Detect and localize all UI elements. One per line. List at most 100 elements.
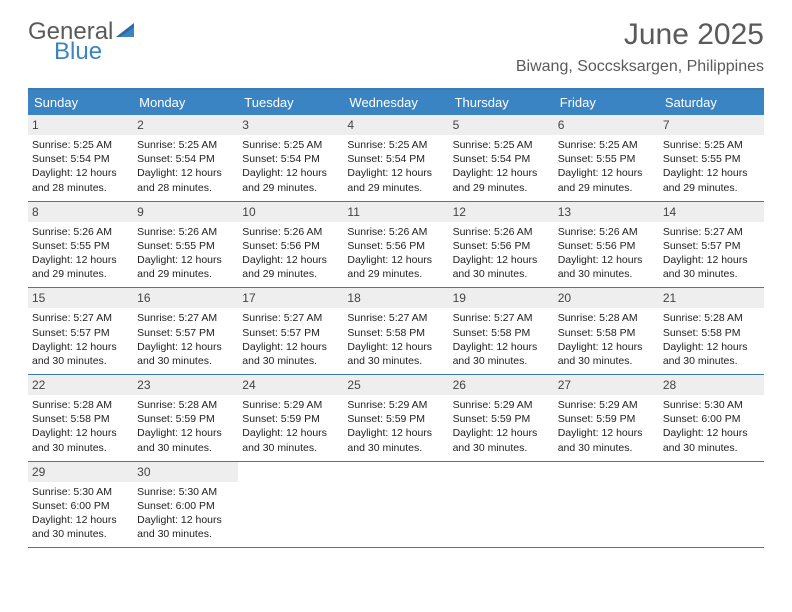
sunset-line: Sunset: 5:56 PM [558, 239, 655, 253]
week-row: 22Sunrise: 5:28 AMSunset: 5:58 PMDayligh… [28, 375, 764, 462]
day-header: Saturday [659, 90, 764, 115]
sunset-line: Sunset: 5:54 PM [137, 152, 234, 166]
day-header: Wednesday [343, 90, 448, 115]
day-number: 26 [449, 375, 554, 395]
day-number: 11 [343, 202, 448, 222]
sunrise-line: Sunrise: 5:28 AM [663, 311, 760, 325]
sunrise-line: Sunrise: 5:25 AM [453, 138, 550, 152]
sunset-line: Sunset: 5:58 PM [558, 326, 655, 340]
sunset-line: Sunset: 5:57 PM [32, 326, 129, 340]
sunrise-line: Sunrise: 5:26 AM [347, 225, 444, 239]
day-number: 27 [554, 375, 659, 395]
day-number: 15 [28, 288, 133, 308]
daylight-line: Daylight: 12 hours and 30 minutes. [558, 426, 655, 454]
daylight-line: Daylight: 12 hours and 29 minutes. [242, 166, 339, 194]
day-number: 19 [449, 288, 554, 308]
sunset-line: Sunset: 5:59 PM [453, 412, 550, 426]
daylight-line: Daylight: 12 hours and 30 minutes. [663, 426, 760, 454]
daylight-line: Daylight: 12 hours and 28 minutes. [137, 166, 234, 194]
day-cell: 14Sunrise: 5:27 AMSunset: 5:57 PMDayligh… [659, 202, 764, 288]
day-number: 4 [343, 115, 448, 135]
daylight-line: Daylight: 12 hours and 29 minutes. [32, 253, 129, 281]
day-cell: 12Sunrise: 5:26 AMSunset: 5:56 PMDayligh… [449, 202, 554, 288]
day-number: 8 [28, 202, 133, 222]
sunrise-line: Sunrise: 5:26 AM [558, 225, 655, 239]
day-number: 28 [659, 375, 764, 395]
sunset-line: Sunset: 5:59 PM [558, 412, 655, 426]
daylight-line: Daylight: 12 hours and 30 minutes. [242, 340, 339, 368]
day-cell: 6Sunrise: 5:25 AMSunset: 5:55 PMDaylight… [554, 115, 659, 201]
day-number: 21 [659, 288, 764, 308]
sunset-line: Sunset: 5:54 PM [453, 152, 550, 166]
daylight-line: Daylight: 12 hours and 30 minutes. [663, 253, 760, 281]
day-cell: 20 Sunrise: 5:28 AMSunset: 5:58 PMDayligh… [554, 288, 659, 374]
daylight-line: Daylight: 12 hours and 30 minutes. [347, 426, 444, 454]
daylight-line: Daylight: 12 hours and 30 minutes. [558, 340, 655, 368]
day-number: 2 [133, 115, 238, 135]
day-cell [659, 462, 764, 548]
day-number: 9 [133, 202, 238, 222]
daylight-line: Daylight: 12 hours and 28 minutes. [32, 166, 129, 194]
day-number: 29 [28, 462, 133, 482]
day-cell: 30Sunrise: 5:30 AMSunset: 6:00 PMDayligh… [133, 462, 238, 548]
sunrise-line: Sunrise: 5:26 AM [453, 225, 550, 239]
day-number: 14 [659, 202, 764, 222]
title-block: June 2025 Biwang, Soccsksargen, Philippi… [516, 18, 764, 76]
day-cell: 27Sunrise: 5:29 AMSunset: 5:59 PMDayligh… [554, 375, 659, 461]
daylight-line: Daylight: 12 hours and 30 minutes. [453, 426, 550, 454]
day-cell: 7Sunrise: 5:25 AMSunset: 5:55 PMDaylight… [659, 115, 764, 201]
day-number: 10 [238, 202, 343, 222]
day-number: 13 [554, 202, 659, 222]
day-cell [343, 462, 448, 548]
sunset-line: Sunset: 5:55 PM [32, 239, 129, 253]
daylight-line: Daylight: 12 hours and 30 minutes. [137, 513, 234, 541]
sunset-line: Sunset: 5:56 PM [453, 239, 550, 253]
sunrise-line: Sunrise: 5:28 AM [558, 311, 655, 325]
day-header: Thursday [449, 90, 554, 115]
sunset-line: Sunset: 5:58 PM [453, 326, 550, 340]
day-cell: 16Sunrise: 5:27 AMSunset: 5:57 PMDayligh… [133, 288, 238, 374]
sunset-line: Sunset: 5:59 PM [137, 412, 234, 426]
daylight-line: Daylight: 12 hours and 30 minutes. [32, 340, 129, 368]
day-cell: 22Sunrise: 5:28 AMSunset: 5:58 PMDayligh… [28, 375, 133, 461]
sunrise-line: Sunrise: 5:27 AM [453, 311, 550, 325]
daylight-line: Daylight: 12 hours and 29 minutes. [347, 166, 444, 194]
daylight-line: Daylight: 12 hours and 30 minutes. [663, 340, 760, 368]
day-cell: 13 Sunrise: 5:26 AMSunset: 5:56 PMDayligh… [554, 202, 659, 288]
sunrise-line: Sunrise: 5:30 AM [137, 485, 234, 499]
daylight-line: Daylight: 12 hours and 30 minutes. [347, 340, 444, 368]
day-number: 18 [343, 288, 448, 308]
sunrise-line: Sunrise: 5:27 AM [242, 311, 339, 325]
sunrise-line: Sunrise: 5:28 AM [137, 398, 234, 412]
day-number: 7 [659, 115, 764, 135]
day-cell [554, 462, 659, 548]
day-number: 17 [238, 288, 343, 308]
day-cell: 23Sunrise: 5:28 AMSunset: 5:59 PMDayligh… [133, 375, 238, 461]
logo-sail-icon [116, 21, 138, 44]
logo: General Blue [28, 18, 138, 66]
day-header: Tuesday [238, 90, 343, 115]
sunrise-line: Sunrise: 5:26 AM [242, 225, 339, 239]
sunset-line: Sunset: 5:55 PM [663, 152, 760, 166]
day-cell: 21Sunrise: 5:28 AMSunset: 5:58 PMDayligh… [659, 288, 764, 374]
daylight-line: Daylight: 12 hours and 30 minutes. [453, 253, 550, 281]
sunset-line: Sunset: 5:58 PM [32, 412, 129, 426]
day-cell: 5Sunrise: 5:25 AMSunset: 5:54 PMDaylight… [449, 115, 554, 201]
day-number: 20 [554, 288, 659, 308]
weeks-container: 1Sunrise: 5:25 AMSunset: 5:54 PMDaylight… [28, 115, 764, 548]
location-subtitle: Biwang, Soccsksargen, Philippines [516, 58, 764, 76]
sunrise-line: Sunrise: 5:29 AM [242, 398, 339, 412]
daylight-line: Daylight: 12 hours and 30 minutes. [558, 253, 655, 281]
sunset-line: Sunset: 6:00 PM [663, 412, 760, 426]
day-cell: 1Sunrise: 5:25 AMSunset: 5:54 PMDaylight… [28, 115, 133, 201]
daylight-line: Daylight: 12 hours and 29 minutes. [347, 253, 444, 281]
day-number: 6 [554, 115, 659, 135]
sunset-line: Sunset: 5:58 PM [347, 326, 444, 340]
daylight-line: Daylight: 12 hours and 30 minutes. [137, 340, 234, 368]
daylight-line: Daylight: 12 hours and 30 minutes. [32, 513, 129, 541]
day-number: 25 [343, 375, 448, 395]
day-number: 30 [133, 462, 238, 482]
day-cell: 15Sunrise: 5:27 AMSunset: 5:57 PMDayligh… [28, 288, 133, 374]
daylight-line: Daylight: 12 hours and 29 minutes. [137, 253, 234, 281]
day-cell: 26Sunrise: 5:29 AMSunset: 5:59 PMDayligh… [449, 375, 554, 461]
